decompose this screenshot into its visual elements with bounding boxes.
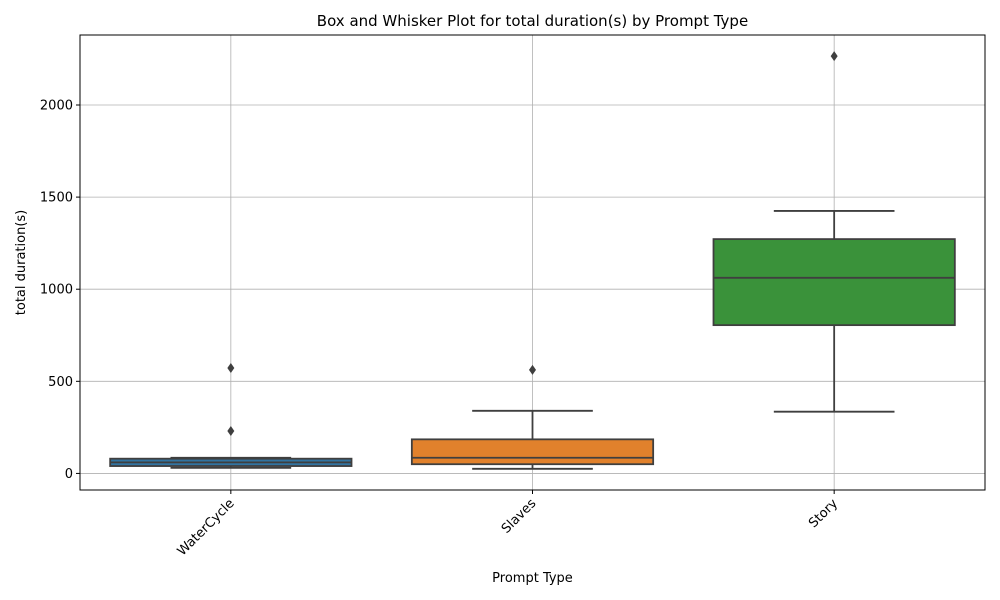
grid-lines	[80, 35, 985, 490]
box-body	[410, 438, 655, 466]
box-story	[712, 51, 956, 413]
box-watercycle	[109, 363, 353, 469]
x-tick-label: Story	[806, 496, 841, 531]
box-slaves	[410, 364, 655, 470]
outlier-point	[830, 51, 838, 62]
x-axis-label: Prompt Type	[492, 571, 573, 586]
box-layer	[109, 51, 956, 470]
outlier-point	[529, 364, 536, 375]
y-tick-label: 0	[65, 467, 73, 482]
y-tick-label: 1500	[40, 191, 73, 206]
outlier-point	[227, 363, 235, 374]
y-axis-label: total duration(s)	[14, 210, 29, 315]
y-tick-label: 1000	[40, 283, 73, 298]
x-axis-ticks: WaterCycle Slaves Story	[175, 490, 841, 559]
chart-title: Box and Whisker Plot for total duration(…	[317, 12, 748, 30]
y-tick-label: 500	[48, 375, 73, 390]
y-tick-label: 2000	[40, 99, 73, 114]
x-tick-label: Slaves	[499, 496, 540, 537]
y-axis-ticks: 0 500 1000 1500 2000	[40, 99, 80, 482]
outlier-point	[227, 426, 235, 437]
box-body	[712, 238, 956, 327]
x-tick-label: WaterCycle	[175, 496, 238, 559]
